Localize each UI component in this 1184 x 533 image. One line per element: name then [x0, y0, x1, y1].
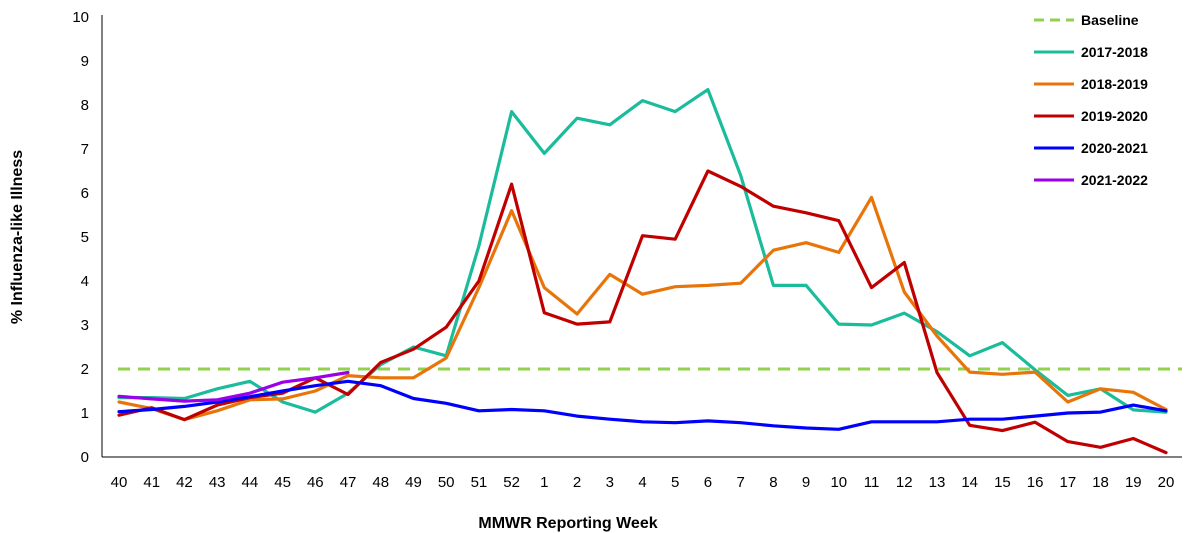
x-tick-label: 8	[769, 474, 777, 491]
y-tick-label: 1	[81, 405, 89, 422]
x-tick-label: 13	[929, 474, 946, 491]
legend: Baseline 2017-2018 2018-2019 2019-2020 2020-…	[1034, 12, 1148, 188]
x-tick-label: 5	[671, 474, 679, 491]
x-tick-label: 48	[372, 474, 389, 491]
legend-label: 2017-2018	[1081, 44, 1148, 60]
legend-label: 2021-2022	[1081, 172, 1148, 188]
series-line-2020-2021	[117, 379, 1168, 431]
x-tick-label: 49	[405, 474, 422, 491]
x-tick-label: 20	[1158, 474, 1175, 491]
y-tick-label: 0	[81, 449, 89, 466]
legend-label: 2020-2021	[1081, 140, 1148, 156]
y-tick-label: 9	[81, 53, 89, 70]
y-tick-label: 8	[81, 97, 89, 114]
legend-label: Baseline	[1081, 12, 1139, 28]
x-tick-label: 16	[1027, 474, 1044, 491]
x-tick-label: 45	[274, 474, 291, 491]
series-line-2019-2020	[117, 169, 1168, 455]
x-tick-label: 17	[1060, 474, 1077, 491]
legend-label: 2018-2019	[1081, 76, 1148, 92]
x-tick-label: 41	[143, 474, 160, 491]
x-tick-label: 2	[573, 474, 581, 491]
series-line-2021-2022	[117, 370, 350, 403]
x-tick-label: 50	[438, 474, 455, 491]
x-tick-label: 40	[111, 474, 128, 491]
x-tick-label: 11	[864, 474, 880, 491]
y-tick-labels: 0 1 2 3 4 5 6 7 8 9 10	[72, 9, 89, 466]
x-tick-label: 6	[704, 474, 712, 491]
y-tick-label: 5	[81, 229, 89, 246]
series-lines	[117, 87, 1182, 455]
x-tick-label: 42	[176, 474, 193, 491]
y-tick-label: 10	[72, 9, 89, 26]
x-tick-label: 4	[638, 474, 646, 491]
x-tick-label: 12	[896, 474, 913, 491]
x-tick-label: 10	[830, 474, 847, 491]
x-tick-label: 47	[340, 474, 357, 491]
x-axis-title: MMWR Reporting Week	[478, 515, 657, 532]
x-tick-label: 14	[961, 474, 978, 491]
x-tick-label: 18	[1092, 474, 1109, 491]
y-tick-label: 2	[81, 361, 89, 378]
x-tick-label: 51	[471, 474, 488, 491]
x-tick-label: 46	[307, 474, 324, 491]
x-tick-label: 43	[209, 474, 226, 491]
series-line-2017-2018	[117, 87, 1168, 414]
x-tick-labels: 40 41 42 43 44 45 46 47 48 49 50 51 52 1 2 3 4 5 6 7 8 9 10 11 1…	[111, 474, 1175, 491]
x-tick-label: 9	[802, 474, 810, 491]
series-line-2018-2019	[117, 195, 1168, 422]
x-tick-label: 3	[606, 474, 614, 491]
y-tick-label: 4	[81, 273, 89, 290]
y-axis-title: % Influenza-like Illness	[9, 150, 26, 324]
x-tick-label: 19	[1125, 474, 1142, 491]
x-tick-label: 1	[540, 474, 548, 491]
x-tick-label: 44	[242, 474, 259, 491]
axes	[101, 15, 1182, 458]
y-tick-label: 6	[81, 185, 89, 202]
y-tick-label: 7	[81, 141, 89, 158]
x-tick-label: 15	[994, 474, 1011, 491]
x-tick-label: 52	[503, 474, 520, 491]
x-tick-label: 7	[736, 474, 744, 491]
legend-label: 2019-2020	[1081, 108, 1148, 124]
y-tick-label: 3	[81, 317, 89, 334]
